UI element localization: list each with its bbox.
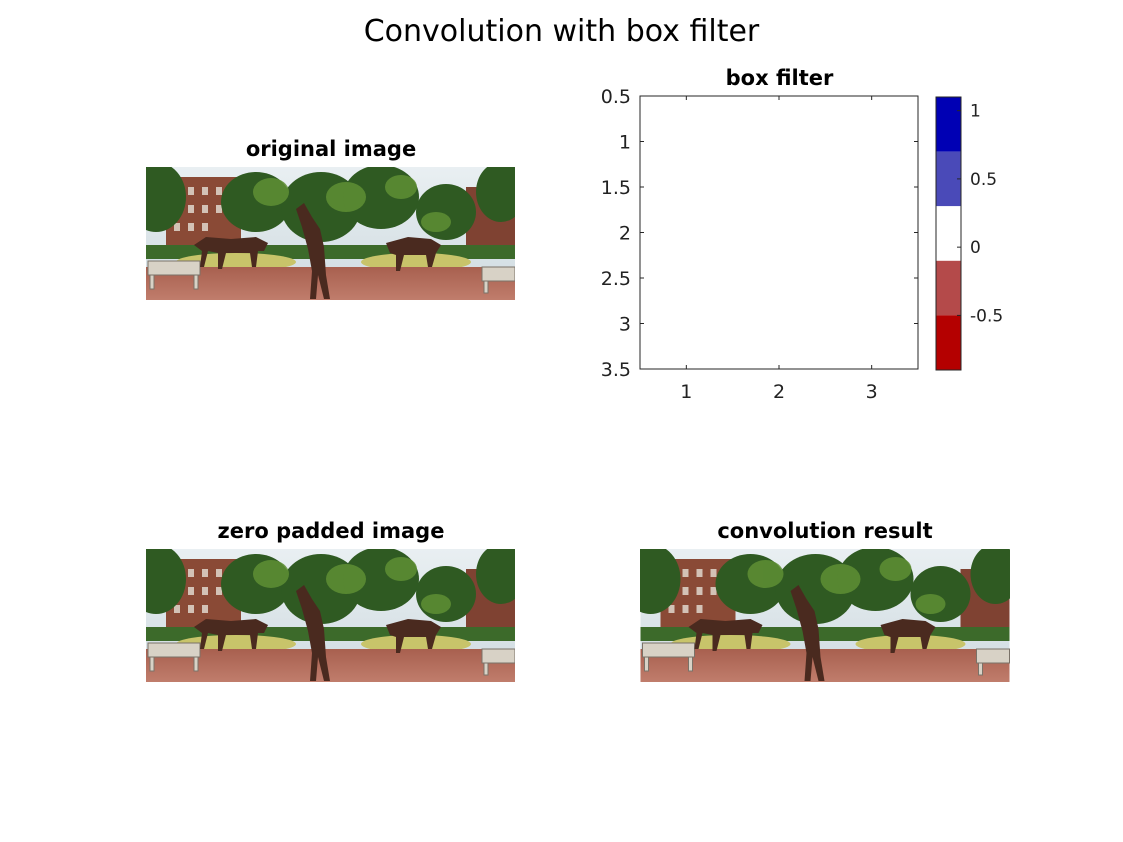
convolution-result-title: convolution result bbox=[717, 519, 933, 543]
y-tick-label: 1.5 bbox=[601, 177, 631, 199]
heatmap-cell bbox=[640, 278, 733, 369]
heatmap-cell bbox=[732, 96, 826, 187]
colorbar-segment bbox=[936, 206, 961, 261]
x-tick-label: 2 bbox=[773, 381, 785, 403]
colorbar-frame bbox=[935, 96, 962, 371]
x-tick-label: 3 bbox=[866, 381, 878, 403]
heatmap-cell bbox=[640, 187, 733, 278]
colorbar-segment bbox=[936, 315, 961, 370]
box-filter-title: box filter bbox=[725, 66, 834, 90]
heatmap-cell bbox=[825, 278, 918, 369]
colorbar-segment bbox=[936, 260, 961, 316]
convolution-result-image bbox=[640, 549, 1010, 682]
original-image bbox=[146, 167, 515, 300]
colorbar-tick-label: -0.5 bbox=[970, 306, 1003, 326]
zero-padded-image bbox=[146, 549, 515, 682]
original-image-title: original image bbox=[245, 137, 417, 161]
colorbar-tick-label: 0 bbox=[970, 238, 981, 258]
x-tick-label: 1 bbox=[680, 381, 692, 403]
colorbar-tick-label: 1 bbox=[970, 102, 981, 122]
zero-padded-image-title: zero padded image bbox=[217, 519, 445, 543]
heatmap-cell bbox=[825, 187, 918, 278]
y-tick-label: 3 bbox=[619, 314, 631, 336]
colorbar-segment bbox=[936, 97, 961, 152]
heatmap-cell bbox=[640, 96, 733, 187]
heatmap-cell bbox=[732, 187, 826, 278]
y-tick-label: 2.5 bbox=[601, 268, 631, 290]
colorbar-segment bbox=[936, 151, 961, 207]
figure-title: Convolution with box filter bbox=[363, 14, 760, 49]
y-tick-label: 2 bbox=[619, 223, 631, 245]
box-filter-plot: 1 2 3 0.5 1 1.5 2 2.5 3 3.5 1 0.5 0 -0.5 bbox=[601, 88, 1003, 403]
colorbar-tick-label: 0.5 bbox=[970, 170, 997, 190]
y-tick-label: 0.5 bbox=[601, 88, 631, 108]
heatmap-cell bbox=[732, 278, 826, 369]
heatmap-cell bbox=[825, 96, 918, 187]
y-tick-label: 1 bbox=[619, 132, 631, 154]
y-tick-label: 3.5 bbox=[601, 359, 631, 381]
